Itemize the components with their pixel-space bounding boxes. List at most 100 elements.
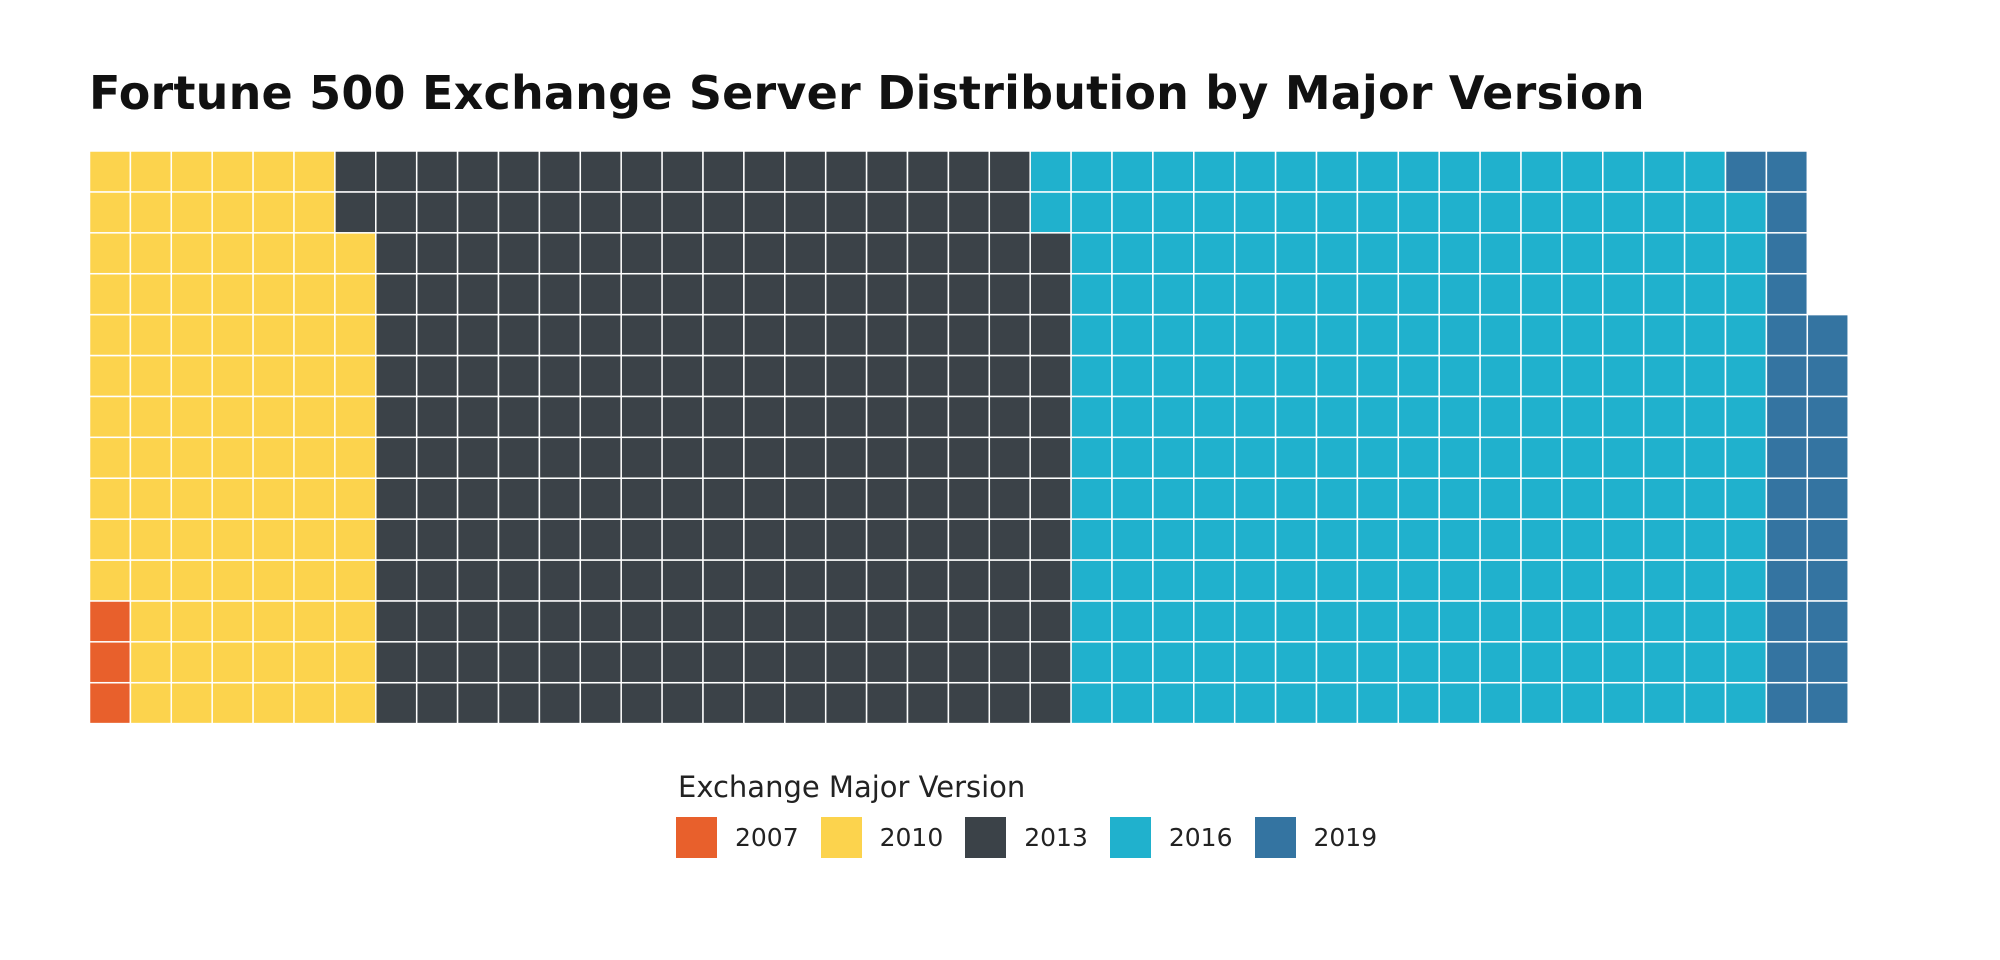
waffle-cell-2016	[1111, 641, 1154, 684]
waffle-cell-2013	[947, 477, 991, 520]
waffle-cell-2010	[334, 518, 377, 561]
waffle-cell-2013	[906, 354, 950, 398]
waffle-cell-2010	[129, 641, 173, 684]
waffle-cell-2013	[865, 191, 909, 234]
waffle-cell-2016	[1438, 641, 1481, 684]
waffle-cell-2010	[334, 395, 377, 439]
waffle-cell-2016	[1438, 600, 1481, 643]
waffle-cell-2016	[1070, 150, 1113, 193]
waffle-cell-2013	[743, 232, 786, 275]
waffle-cell-2016	[1356, 681, 1400, 725]
legend-items: 2007 2010 2013 2016 2019	[676, 817, 1399, 858]
waffle-cell-2010	[334, 232, 377, 275]
waffle-cell-2013	[824, 559, 868, 602]
waffle-cell-2013	[415, 436, 459, 479]
waffle-cell-2016	[1479, 313, 1522, 357]
waffle-cell-2016	[1724, 518, 1768, 561]
waffle-cell-2016	[1274, 681, 1318, 725]
waffle-cell-2010	[88, 232, 132, 275]
waffle-cell-2016	[1233, 272, 1277, 316]
waffle-cell-2016	[1561, 477, 1604, 520]
waffle-cell-2016	[1152, 272, 1195, 316]
waffle-cell-2016	[1561, 395, 1604, 439]
waffle-cell-2016	[1602, 641, 1645, 684]
waffle-cell-2013	[375, 436, 418, 479]
waffle-cell-2016	[1438, 436, 1481, 479]
waffle-cell-2010	[211, 559, 254, 602]
waffle-cell-2013	[824, 313, 868, 357]
waffle-cell-2016	[1724, 600, 1768, 643]
waffle-cell-2016	[1561, 681, 1604, 725]
waffle-cell-2016	[1642, 477, 1686, 520]
waffle-cell-2010	[293, 600, 336, 643]
waffle-cell-2010	[211, 272, 254, 316]
waffle-cell-2013	[824, 436, 868, 479]
waffle-cell-2016	[1602, 272, 1645, 316]
waffle-cell-2013	[538, 191, 582, 234]
waffle-cell-2016	[1193, 395, 1236, 439]
waffle-cell-2016	[1070, 477, 1113, 520]
waffle-cell-2010	[252, 272, 295, 316]
waffle-cell-2010	[252, 436, 295, 479]
waffle-cell-2013	[702, 600, 745, 643]
waffle-cell-2010	[293, 559, 336, 602]
waffle-cell-2013	[375, 518, 418, 561]
waffle-cell-2013	[784, 641, 827, 684]
waffle-cell-2013	[415, 641, 459, 684]
waffle-cell-2016	[1479, 681, 1522, 725]
waffle-cell-2013	[988, 354, 1031, 398]
waffle-cell-2013	[743, 150, 786, 193]
waffle-cell-2013	[661, 559, 704, 602]
waffle-cell-2013	[661, 395, 704, 439]
waffle-cell-2013	[375, 232, 418, 275]
waffle-cell-2013	[743, 600, 786, 643]
waffle-cell-2016	[1315, 232, 1359, 275]
waffle-cell-2016	[1356, 477, 1400, 520]
waffle-cell-2010	[252, 518, 295, 561]
waffle-cell-2016	[1642, 681, 1686, 725]
waffle-cell-2016	[1233, 150, 1277, 193]
waffle-cell-2013	[456, 641, 500, 684]
waffle-cell-2013	[497, 436, 541, 479]
waffle-cell-2016	[1111, 477, 1154, 520]
waffle-cell-2016	[1111, 600, 1154, 643]
waffle-cell-2010	[252, 232, 295, 275]
waffle-cell-2010	[88, 395, 132, 439]
waffle-cell-2016	[1683, 559, 1727, 602]
waffle-cell-2013	[784, 559, 827, 602]
waffle-cell-2013	[620, 232, 663, 275]
waffle-cell-2016	[1070, 641, 1113, 684]
waffle-cell-2016	[1561, 354, 1604, 398]
waffle-cell-2016	[1070, 681, 1113, 725]
legend-item-2016: 2016	[1109, 817, 1233, 858]
waffle-cell-2013	[497, 641, 541, 684]
waffle-cell-2013	[947, 436, 991, 479]
waffle-cell-2013	[947, 518, 991, 561]
waffle-cell-2016	[1274, 191, 1318, 234]
waffle-cell-2016	[1070, 436, 1113, 479]
waffle-cell-2016	[1520, 150, 1563, 193]
waffle-cell-2013	[784, 518, 827, 561]
waffle-cell-2016	[1315, 150, 1359, 193]
waffle-cell-2016	[1193, 232, 1236, 275]
waffle-cell-2013	[415, 191, 459, 234]
waffle-cell-2010	[170, 395, 213, 439]
waffle-cell-2013	[906, 559, 950, 602]
waffle-cell-2016	[1233, 600, 1277, 643]
waffle-cell-2016	[1152, 559, 1195, 602]
waffle-cell-2010	[293, 313, 336, 357]
waffle-cell-2013	[784, 681, 827, 725]
waffle-cell-2010	[88, 191, 132, 234]
waffle-cell-2019	[1765, 436, 1809, 479]
waffle-cell-2013	[743, 641, 786, 684]
waffle-cell-2013	[824, 232, 868, 275]
waffle-cell-2016	[1520, 477, 1563, 520]
waffle-chart	[88, 150, 1849, 725]
waffle-cell-2016	[1315, 313, 1359, 357]
waffle-cell-2016	[1193, 600, 1236, 643]
waffle-cell-2010	[252, 641, 295, 684]
waffle-cell-2010	[170, 354, 213, 398]
waffle-cell-2010	[293, 272, 336, 316]
waffle-cell-2013	[415, 477, 459, 520]
waffle-cell-2013	[906, 641, 950, 684]
